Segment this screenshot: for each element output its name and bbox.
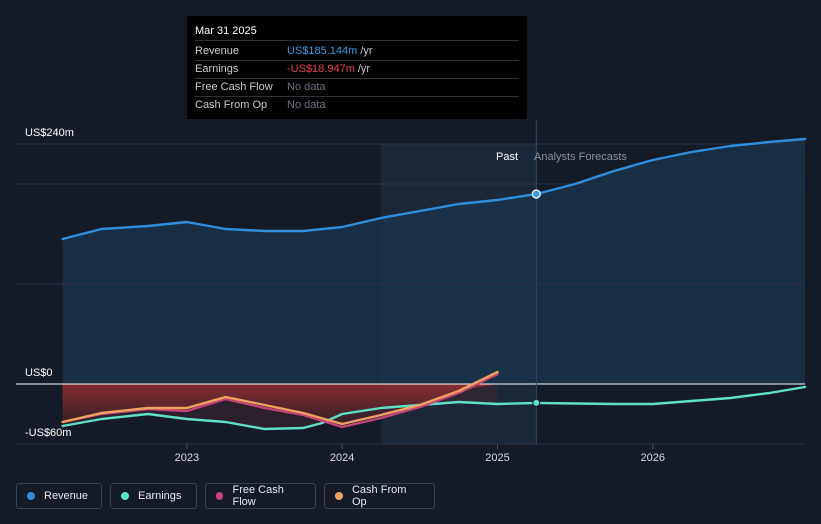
tooltip-value: -US$18.947m <box>287 63 355 75</box>
free-cash-flow-dot-icon <box>216 492 224 500</box>
tooltip-unit: /yr <box>360 45 373 57</box>
tooltip-label: Revenue <box>195 45 240 57</box>
legend-label: Earnings <box>138 490 182 502</box>
tooltip-row-revenue: Revenue US$185.144m /yr <box>195 43 519 61</box>
earnings-dot-icon <box>121 492 129 500</box>
revenue-line <box>61 137 807 241</box>
legend: Revenue Earnings Free Cash Flow Cash Fro… <box>16 483 443 509</box>
tooltip-date: Mar 31 2025 <box>195 22 519 41</box>
tooltip-label: Earnings <box>195 63 239 75</box>
legend-label: Revenue <box>44 490 89 502</box>
x-tick-label: 2026 <box>641 452 665 464</box>
revenue-marker <box>531 189 541 199</box>
cash-from-op-dot-icon <box>335 492 343 500</box>
earnings-marker <box>532 398 541 407</box>
legend-item-cash-from-op[interactable]: Cash From Op <box>324 483 435 509</box>
tooltip-row-cfo: Cash From Op No data <box>195 97 519 114</box>
negative-area <box>62 384 498 424</box>
legend-item-free-cash-flow[interactable]: Free Cash Flow <box>205 483 316 509</box>
revenue-area <box>62 139 806 384</box>
x-tick-label: 2025 <box>485 452 509 464</box>
legend-item-earnings[interactable]: Earnings <box>110 483 197 509</box>
cash-from-op-line <box>61 370 499 426</box>
legend-label: Cash From Op <box>351 484 407 508</box>
x-tick-label: 2023 <box>175 452 199 464</box>
legend-item-revenue[interactable]: Revenue <box>16 483 102 509</box>
tooltip: Mar 31 2025 Revenue US$185.144m /yr Earn… <box>187 16 527 119</box>
forecast-label: Analysts Forecasts <box>534 151 627 163</box>
y-bottom-label: -US$60m <box>25 427 71 439</box>
revenue-dot-icon <box>27 492 35 500</box>
tooltip-row-fcf: Free Cash Flow No data <box>195 79 519 97</box>
legend-label: Free Cash Flow <box>232 484 284 508</box>
tooltip-label: Cash From Op <box>195 99 268 111</box>
tooltip-unit: /yr <box>357 63 371 75</box>
y-zero-label: US$0 <box>25 367 53 379</box>
past-label: Past <box>496 151 518 163</box>
tooltip-value: No data <box>287 81 326 93</box>
tooltip-value: US$185.144m <box>287 45 358 57</box>
tooltip-row-earnings: Earnings -US$18.947m /yr <box>195 61 519 79</box>
y-top-label: US$240m <box>25 127 74 139</box>
tooltip-label: Free Cash Flow <box>195 81 273 93</box>
x-tick-label: 2024 <box>330 452 354 464</box>
tooltip-value: No data <box>287 99 326 111</box>
